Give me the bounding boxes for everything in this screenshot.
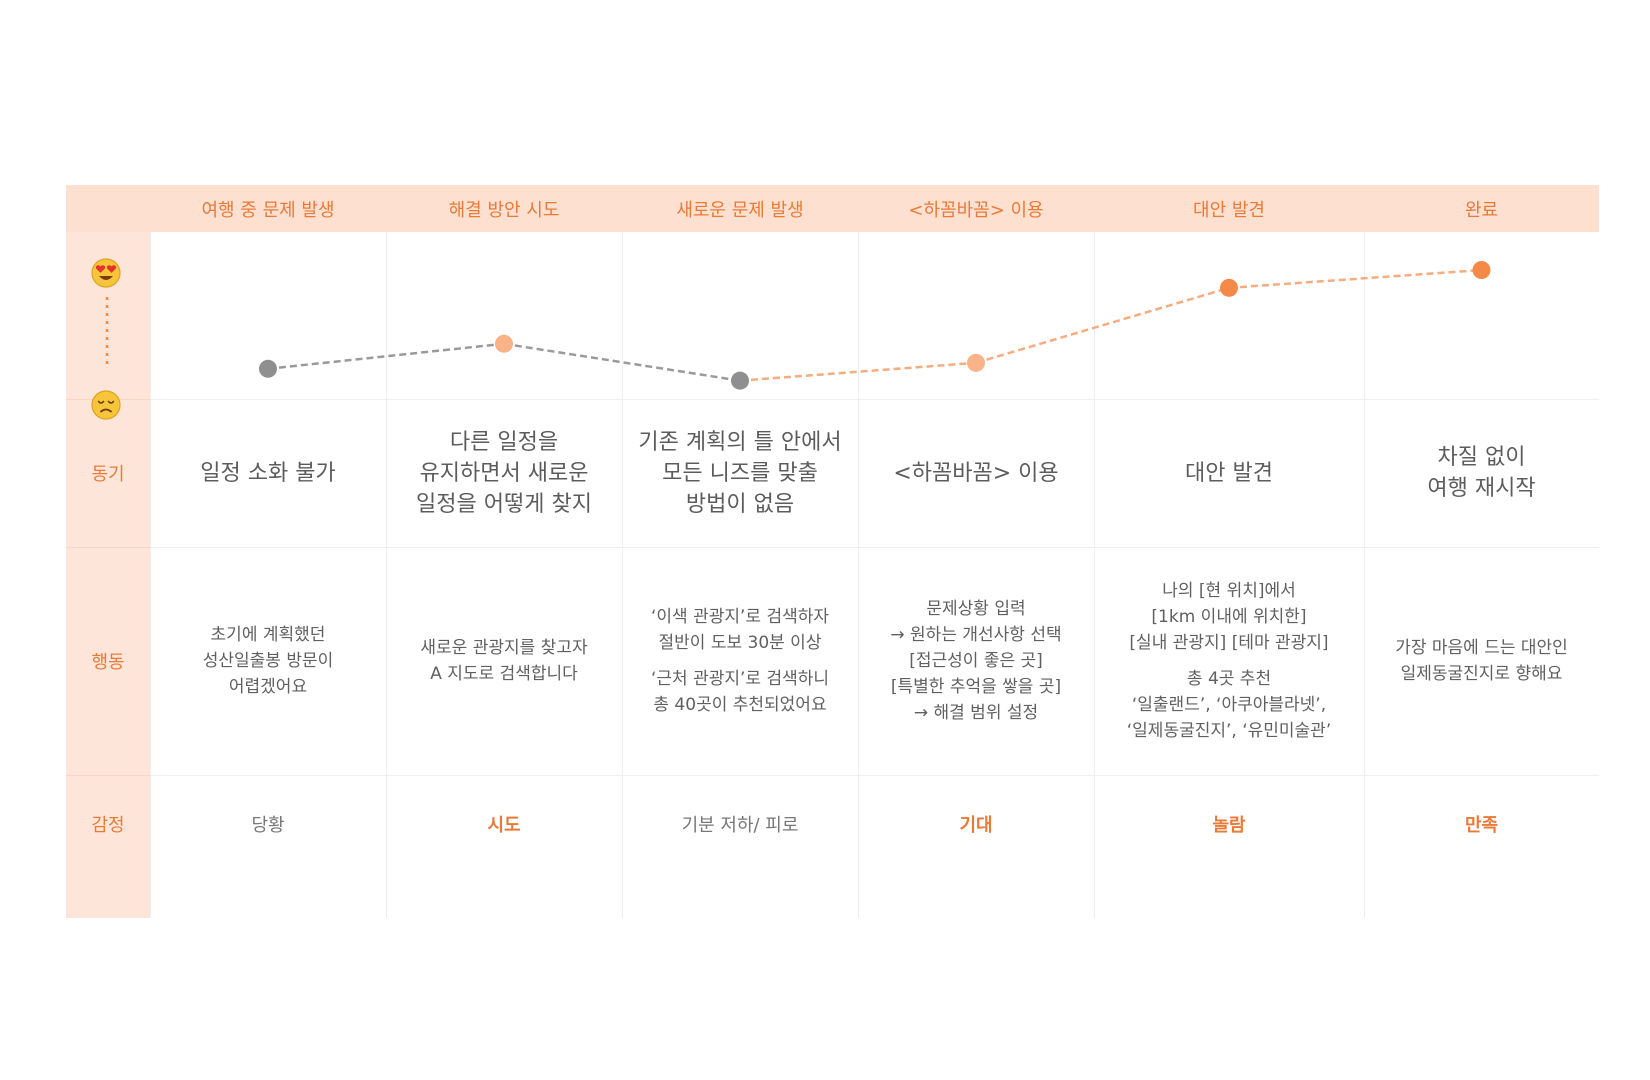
row-divider (150, 399, 1599, 400)
stage-header: 여행 중 문제 발생 (201, 199, 335, 221)
action-cell: 초기에 계획했던 성산일출봉 방문이 어렵겠어요 (150, 547, 386, 775)
action-paragraph: 나의 [현 위치]에서 [1km 이내에 위치한] [실내 관광지] [테마 관… (1129, 581, 1329, 653)
emotion-cell: 시도 (487, 815, 521, 836)
stage-header: <하꼼바꼼> 이용 (908, 199, 1044, 221)
action-paragraph: 초기에 계획했던 성산일출봉 방문이 어렵겠어요 (202, 625, 334, 697)
row-label-motive: 동기 (91, 464, 125, 485)
stage-header-row (66, 185, 1599, 232)
row-label-emotion: 감정 (91, 815, 125, 836)
emotion-point (1472, 261, 1491, 279)
motive-cell: <하꼼바꼼> 이용 (893, 460, 1059, 486)
motive-cell: 대안 발견 (1185, 460, 1273, 486)
row-divider (150, 547, 1599, 548)
action-paragraph: ‘근처 관광지’로 검색하니 총 40곳이 추천되었어요 (650, 669, 829, 715)
action-paragraph: 새로운 관광지를 찾고자 A 지도로 검색합니다 (420, 638, 588, 684)
emotion-cell: 기대 (959, 815, 993, 836)
sad-face-icon (90, 389, 122, 425)
action-cell: 문제상황 입력 → 원하는 개선사항 선택 [접근성이 좋은 곳] [특별한 추… (858, 547, 1094, 775)
stage-header: 대안 발견 (1193, 199, 1265, 221)
row-label-action: 행동 (91, 652, 125, 673)
motive-cell: 일정 소화 불가 (200, 460, 336, 486)
action-paragraph: 총 4곳 추천 ‘일출랜드’, ‘아쿠아블라넷’, ‘일제동굴진지’, ‘유민미… (1126, 669, 1332, 741)
emotion-curve-segment (267, 342, 505, 371)
action-cell: 나의 [현 위치]에서 [1km 이내에 위치한] [실내 관광지] [테마 관… (1094, 547, 1364, 775)
column-divider (1364, 232, 1365, 918)
emotion-curve-segment (739, 361, 977, 382)
motive-cell: 기존 계획의 틀 안에서 모든 니즈를 맞출 방법이 없음 (638, 429, 842, 517)
emotion-cell: 당황 (251, 815, 285, 836)
emotion-curve-segment (975, 286, 1230, 365)
love-eyes-face-icon (90, 257, 122, 293)
row-divider (150, 775, 1599, 776)
emotion-point (495, 334, 513, 353)
action-cell: ‘이색 관광지’로 검색하자 절반이 도보 30분 이상 ‘근처 관광지’로 검색… (622, 547, 858, 775)
customer-journey-map: 여행 중 문제 발생 해결 방안 시도 새로운 문제 발생 <하꼼바꼼> 이용 대안 발… (66, 185, 1599, 918)
emotion-point (967, 353, 985, 372)
column-divider (858, 232, 859, 918)
emotion-curve-segment (1228, 268, 1482, 290)
stage-header: 해결 방안 시도 (448, 199, 560, 221)
row-divider (66, 547, 150, 548)
action-paragraph: ‘이색 관광지’로 검색하자 절반이 도보 30분 이상 (650, 607, 829, 653)
stage-header: 새로운 문제 발생 (676, 199, 804, 221)
emotion-scale-dotted-line (105, 297, 109, 367)
motive-cell: 다른 일정을 유지하면서 새로운 일정을 어떻게 찾지 (416, 429, 592, 517)
action-paragraph: 가장 마음에 드는 대안인 일제동굴진지로 향해요 (1395, 638, 1568, 684)
emotion-curve-segment (503, 342, 741, 382)
action-paragraph: 문제상황 입력 → 원하는 개선사항 선택 [접근성이 좋은 곳] [특별한 추… (890, 599, 1062, 723)
stage-header: 완료 (1464, 199, 1499, 221)
emotion-cell: 만족 (1464, 815, 1499, 836)
action-cell: 새로운 관광지를 찾고자 A 지도로 검색합니다 (386, 547, 622, 775)
row-divider (66, 775, 150, 776)
column-divider (150, 232, 151, 918)
emotion-point (259, 359, 277, 378)
emotion-point (1220, 278, 1238, 297)
action-cell: 가장 마음에 드는 대안인 일제동굴진지로 향해요 (1364, 547, 1599, 775)
motive-cell: 차질 없이 여행 재시작 (1427, 445, 1536, 501)
column-divider (1094, 232, 1095, 918)
column-divider (386, 232, 387, 918)
emotion-cell: 기분 저하/ 피로 (681, 815, 799, 836)
column-divider (622, 232, 623, 918)
emotion-cell: 놀람 (1212, 815, 1246, 836)
emotion-point (731, 371, 749, 390)
emotion-curve-chart (259, 261, 1491, 390)
